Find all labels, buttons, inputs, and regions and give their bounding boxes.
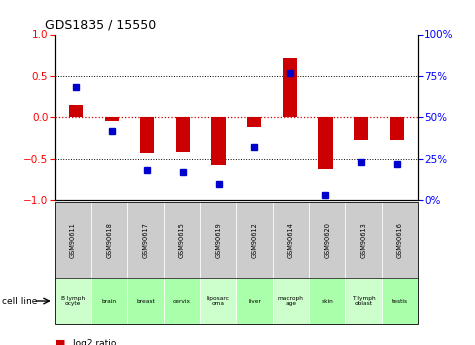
Bar bbox=[140, 117, 154, 153]
Text: skin: skin bbox=[321, 298, 333, 304]
Text: ■: ■ bbox=[55, 338, 65, 345]
Text: brain: brain bbox=[102, 298, 117, 304]
Text: liposarc
oma: liposarc oma bbox=[207, 296, 229, 306]
Text: T lymph
oblast: T lymph oblast bbox=[352, 296, 375, 306]
Bar bbox=[69, 105, 83, 117]
Text: macroph
age: macroph age bbox=[278, 296, 304, 306]
Text: GSM90618: GSM90618 bbox=[106, 222, 112, 258]
Text: GSM90619: GSM90619 bbox=[215, 222, 221, 258]
Text: B lymph
ocyte: B lymph ocyte bbox=[61, 296, 85, 306]
Text: cervix: cervix bbox=[173, 298, 191, 304]
Text: GSM90614: GSM90614 bbox=[288, 222, 294, 258]
Text: GSM90611: GSM90611 bbox=[70, 222, 76, 258]
Text: liver: liver bbox=[248, 298, 261, 304]
Bar bbox=[354, 117, 368, 140]
Text: log2 ratio: log2 ratio bbox=[73, 339, 116, 345]
Text: GSM90612: GSM90612 bbox=[251, 222, 257, 258]
Text: GSM90615: GSM90615 bbox=[179, 222, 185, 258]
Bar bbox=[211, 117, 226, 165]
Text: cell line: cell line bbox=[2, 296, 38, 306]
Text: GDS1835 / 15550: GDS1835 / 15550 bbox=[45, 19, 156, 32]
Bar bbox=[176, 117, 190, 152]
Text: GSM90617: GSM90617 bbox=[142, 222, 149, 258]
Bar bbox=[247, 117, 261, 127]
Text: GSM90613: GSM90613 bbox=[361, 222, 367, 258]
Bar bbox=[318, 117, 332, 169]
Text: GSM90616: GSM90616 bbox=[397, 222, 403, 258]
Text: testis: testis bbox=[392, 298, 408, 304]
Bar bbox=[283, 58, 297, 117]
Text: breast: breast bbox=[136, 298, 155, 304]
Bar bbox=[390, 117, 404, 140]
Text: GSM90620: GSM90620 bbox=[324, 222, 330, 258]
Bar bbox=[104, 117, 119, 121]
